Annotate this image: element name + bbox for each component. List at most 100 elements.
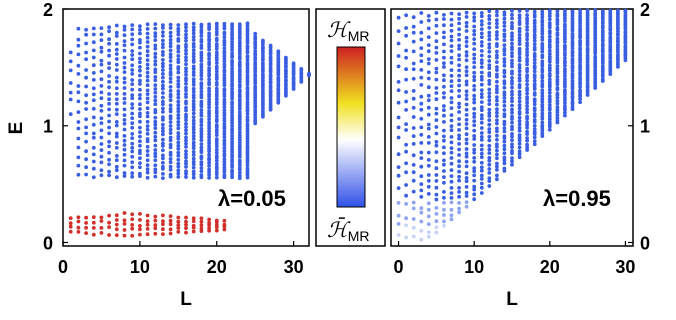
data-point: [161, 232, 165, 237]
data-point: [176, 60, 181, 65]
data-point: [472, 150, 477, 155]
data-point: [547, 17, 552, 22]
data-point: [114, 23, 119, 28]
data-point: [419, 237, 424, 242]
data-point: [199, 62, 204, 67]
data-point: [99, 173, 104, 178]
data-point: [517, 96, 522, 100]
data-point: [419, 174, 424, 179]
data-point: [472, 192, 477, 197]
data-point: [540, 15, 545, 20]
data-point: [107, 25, 111, 30]
data-point: [563, 113, 567, 118]
data-point: [207, 44, 212, 49]
data-point: [426, 112, 431, 117]
data-point: [442, 169, 446, 173]
data-point: [502, 151, 507, 156]
data-point: [570, 64, 575, 68]
data-point: [184, 51, 188, 56]
data-point: [199, 95, 204, 100]
data-point: [176, 29, 181, 34]
data-point: [245, 31, 250, 36]
data-point: [472, 184, 477, 189]
data-point: [479, 22, 484, 27]
colorbar-bottom-label: ℋ̄MR: [327, 217, 370, 244]
data-point: [479, 131, 484, 135]
data-point: [510, 12, 514, 17]
data-point: [547, 63, 552, 68]
data-point: [191, 77, 196, 82]
data-point: [426, 93, 431, 98]
data-point: [555, 99, 560, 103]
data-point: [525, 136, 529, 140]
data-point: [284, 68, 288, 72]
data-point: [532, 45, 537, 50]
data-point: [547, 59, 552, 64]
data-point: [199, 113, 204, 118]
left-x-ticks: 0 10 20 30: [58, 241, 304, 277]
data-point: [555, 95, 560, 100]
data-point: [214, 114, 219, 119]
data-point: [495, 72, 499, 77]
data-point: [99, 69, 104, 74]
data-point: [153, 154, 158, 159]
data-point: [76, 145, 81, 150]
data-point: [502, 47, 507, 51]
data-point: [214, 21, 219, 26]
data-point: [517, 26, 522, 31]
data-point: [495, 60, 499, 64]
data-point: [207, 149, 212, 154]
data-point: [161, 83, 165, 88]
data-point: [114, 92, 119, 96]
data-point: [245, 49, 250, 53]
data-point: [517, 22, 522, 26]
data-point: [434, 51, 439, 55]
data-point: [487, 158, 492, 163]
data-point: [91, 175, 96, 180]
data-point: [176, 32, 181, 37]
data-point: [449, 38, 454, 43]
data-point: [525, 86, 529, 90]
data-point: [479, 126, 484, 130]
data-point: [600, 52, 605, 57]
data-point: [495, 133, 499, 138]
data-point: [517, 89, 522, 94]
data-point: [487, 45, 492, 50]
data-point: [107, 220, 111, 225]
data-point: [84, 27, 88, 32]
data-point: [502, 10, 507, 15]
data-point: [114, 101, 119, 106]
data-point: [510, 76, 514, 80]
data-point: [199, 34, 204, 38]
data-point: [593, 68, 598, 72]
data-point: [532, 123, 537, 128]
data-point: [84, 50, 88, 55]
data-point: [130, 171, 135, 176]
data-point: [510, 138, 514, 143]
data-point: [191, 38, 196, 42]
data-point: [138, 143, 142, 148]
data-point: [191, 137, 196, 141]
data-point: [122, 143, 127, 147]
data-point: [570, 9, 575, 14]
data-point: [276, 82, 281, 86]
data-point: [525, 129, 529, 134]
data-point: [479, 82, 484, 87]
data-point: [99, 90, 104, 95]
data-point: [404, 55, 408, 60]
data-point: [230, 168, 235, 173]
data-point: [91, 55, 96, 60]
data-point: [434, 45, 439, 50]
data-point: [214, 133, 219, 138]
data-point: [168, 92, 173, 97]
data-point: [540, 67, 545, 72]
data-point: [222, 222, 227, 227]
data-point: [222, 124, 227, 129]
data-point: [237, 92, 242, 97]
data-point: [214, 108, 219, 113]
data-point: [237, 54, 242, 59]
data-point: [472, 29, 477, 33]
data-point: [237, 83, 242, 87]
data-point: [449, 79, 454, 84]
